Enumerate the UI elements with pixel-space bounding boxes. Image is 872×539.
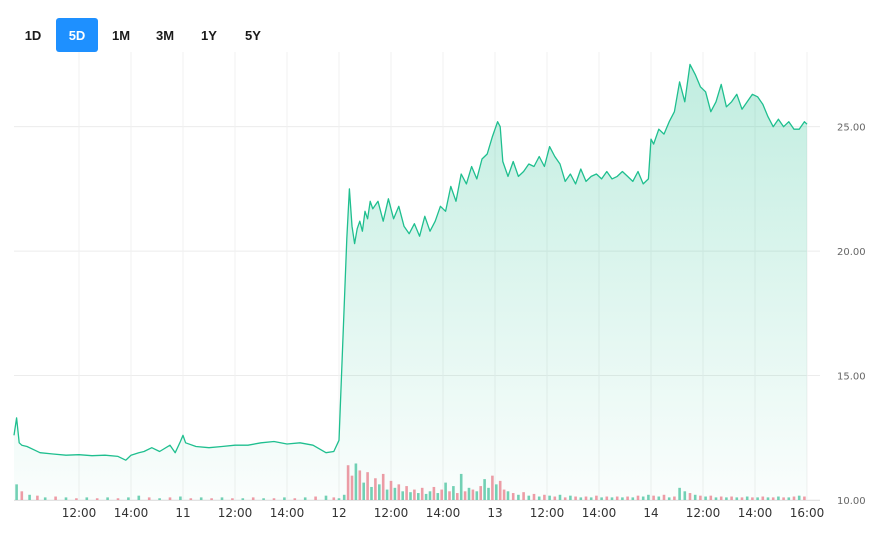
x-tick-label: 13	[487, 506, 502, 520]
x-tick-label: 14:00	[738, 506, 773, 520]
x-tick-label: 12:00	[686, 506, 721, 520]
y-tick-label: 15.00	[837, 372, 866, 383]
range-5y-button[interactable]: 5Y	[232, 18, 274, 52]
range-5d-button[interactable]: 5D	[56, 18, 98, 52]
range-1y-button[interactable]: 1Y	[188, 18, 230, 52]
x-tick-label: 12:00	[530, 506, 565, 520]
y-tick-label: 25.00	[837, 123, 866, 134]
x-tick-label: 14:00	[270, 506, 305, 520]
x-tick-label: 12:00	[62, 506, 97, 520]
x-tick-label: 14:00	[114, 506, 149, 520]
x-tick-label: 14	[643, 506, 658, 520]
x-tick-label: 12	[331, 506, 346, 520]
y-tick-label: 20.00	[837, 247, 866, 258]
x-tick-label: 14:00	[426, 506, 461, 520]
range-3m-button[interactable]: 3M	[144, 18, 186, 52]
x-tick-label: 12:00	[218, 506, 253, 520]
x-tick-label: 16:00	[790, 506, 825, 520]
x-tick-label: 14:00	[582, 506, 617, 520]
x-tick-label: 12:00	[374, 506, 409, 520]
price-area	[14, 64, 807, 501]
y-tick-label: 10.00	[837, 496, 866, 507]
x-tick-label: 11	[175, 506, 190, 520]
range-1d-button[interactable]: 1D	[12, 18, 54, 52]
range-1m-button[interactable]: 1M	[100, 18, 142, 52]
range-selector: 1D 5D 1M 3M 1Y 5Y	[12, 18, 274, 52]
price-line	[13, 63, 808, 461]
